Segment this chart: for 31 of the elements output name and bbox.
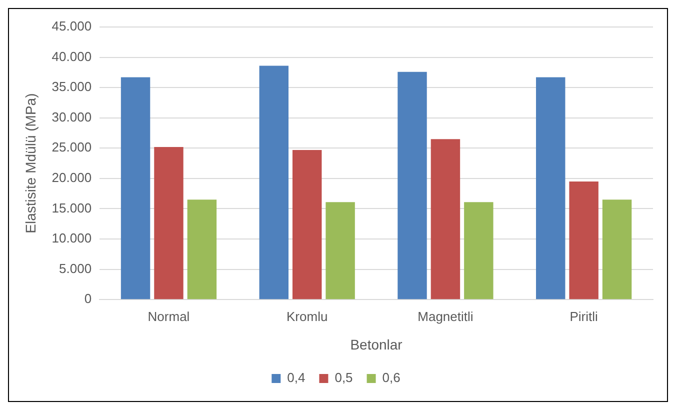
legend-label: 0,5 [334,370,353,386]
y-tick-label: 30.000 [52,109,92,124]
y-axis-title: Elastisite Mdülü (MPa) [22,93,38,234]
bar [536,77,566,300]
y-tick-label: 45.000 [52,18,92,34]
y-tick-label: 25.000 [52,140,92,155]
y-tick-label: 5.000 [59,260,92,276]
bar [398,72,427,300]
bar [154,146,184,300]
bar [187,200,217,300]
y-tick-label: 0 [84,291,92,306]
x-tick-label: Normal [148,308,190,324]
bar [569,181,598,300]
y-tick-label: 40.000 [52,48,92,64]
y-tick-label: 10.000 [52,230,92,246]
bar [120,77,150,300]
bar [464,202,494,300]
bar [259,66,289,300]
y-tick-label: 20.000 [52,170,92,186]
y-tick-label: 35.000 [52,79,92,94]
x-tick-label: Kromlu [286,308,328,324]
legend-label: 0,6 [382,370,400,386]
bar [326,202,355,300]
legend-label: 0,4 [287,370,306,386]
bar [292,150,322,300]
x-axis-title: Betonlar [350,336,403,352]
x-tick-label: Magnetitli [418,308,474,324]
bar [602,200,632,300]
x-tick-label: Piritli [570,308,598,324]
y-tick-label: 15.000 [52,200,92,216]
bar [430,139,460,300]
